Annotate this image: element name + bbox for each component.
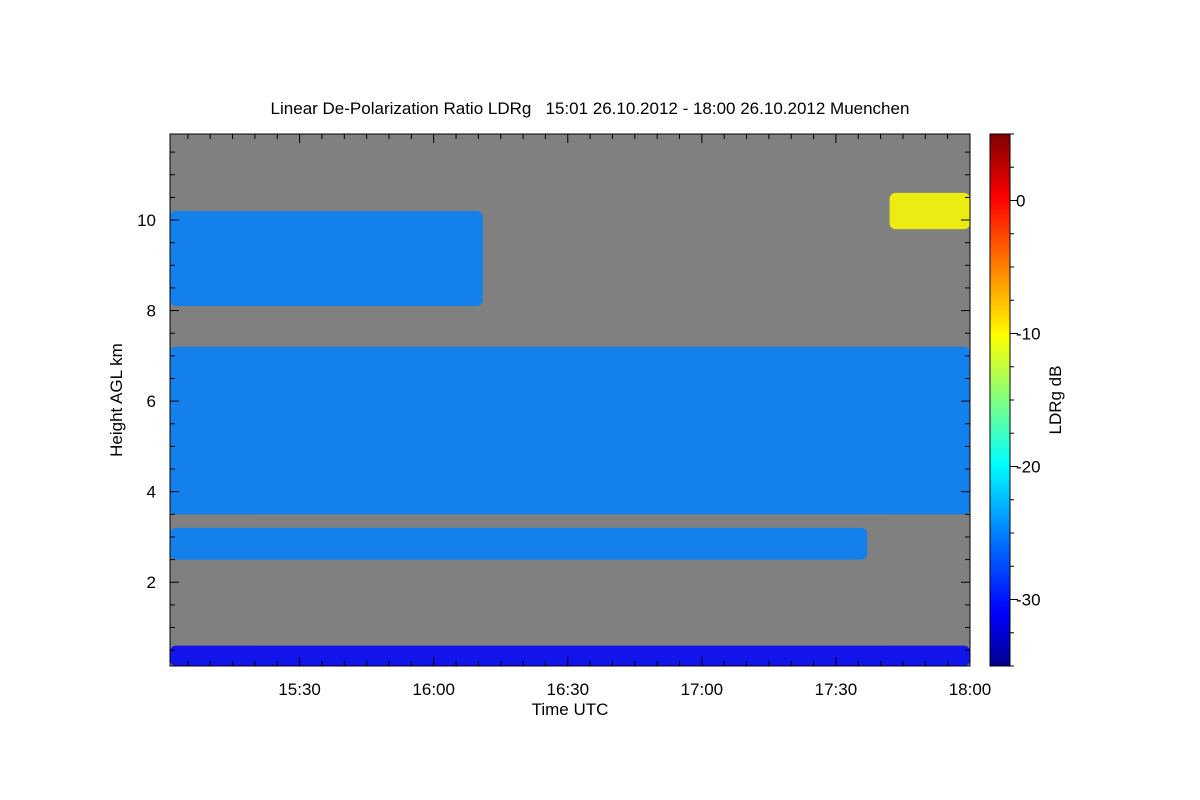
y-tick-label: 2 [147, 573, 156, 592]
feature-1 [170, 346, 970, 515]
feature-0 [170, 210, 483, 307]
plot-frame [169, 133, 971, 667]
colorbar [989, 133, 1011, 667]
feature-3 [889, 192, 970, 230]
colorbar-tick-label: -10 [1016, 325, 1041, 344]
colorbar-label: LDRg dB [1046, 366, 1065, 435]
y-tick-label: 10 [137, 211, 156, 230]
y-tick-label: 4 [147, 483, 156, 502]
x-tick-label: 18:00 [949, 680, 992, 699]
colorbar-tick-label: -20 [1016, 458, 1041, 477]
x-axis-label: Time UTC [532, 700, 609, 719]
y-tick-label: 6 [147, 392, 156, 411]
x-tick-label: 17:00 [681, 680, 724, 699]
chart-title: Linear De-Polarization Ratio LDRg 15:01 … [271, 99, 910, 118]
x-tick-label: 16:30 [546, 680, 589, 699]
x-tick-label: 16:00 [412, 680, 455, 699]
feature-2 [170, 527, 868, 560]
ldr-features [170, 192, 970, 666]
colorbar-tick-label: -30 [1016, 591, 1041, 610]
x-axis-ticks: 15:30 16:00 16:30 17:00 17:30 18:00 [187, 134, 992, 699]
colorbar-tick-label: 0 [1016, 192, 1025, 211]
x-tick-label: 17:30 [815, 680, 858, 699]
feature-4 [170, 645, 970, 666]
y-axis-ticks: 2 4 6 8 10 [137, 151, 970, 651]
y-axis-label: Height AGL km [107, 343, 126, 457]
y-tick-label: 8 [147, 302, 156, 321]
x-tick-label: 15:30 [278, 680, 321, 699]
colorbar-ticks: 0 -10 -20 -30 [1010, 133, 1041, 667]
